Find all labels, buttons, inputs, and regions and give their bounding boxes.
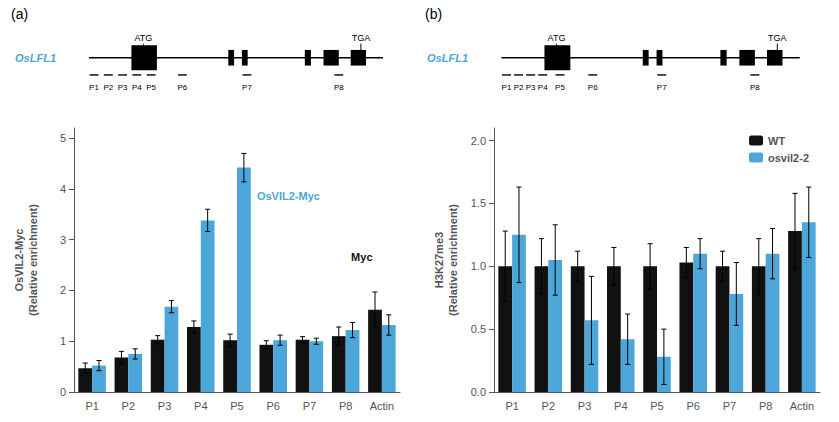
svg-text:P2: P2	[514, 83, 524, 92]
svg-text:P4: P4	[132, 83, 142, 92]
svg-text:1.5: 1.5	[471, 197, 486, 209]
svg-text:P5: P5	[230, 400, 243, 412]
svg-text:OsLFL1: OsLFL1	[427, 52, 468, 64]
svg-text:P7: P7	[723, 400, 736, 412]
svg-text:P1: P1	[502, 83, 512, 92]
svg-text:P8: P8	[339, 400, 352, 412]
svg-text:(Relative enrichment): (Relative enrichment)	[27, 204, 39, 316]
svg-text:P1: P1	[85, 400, 98, 412]
svg-text:P7: P7	[303, 400, 316, 412]
svg-text:osvil2-2: osvil2-2	[768, 152, 809, 164]
svg-text:P6: P6	[588, 83, 598, 92]
svg-text:TGA: TGA	[352, 33, 371, 43]
svg-text:OsVIL2-Myc: OsVIL2-Myc	[257, 190, 320, 202]
svg-text:P7: P7	[657, 83, 667, 92]
svg-text:P8: P8	[334, 83, 344, 92]
svg-text:P5: P5	[650, 400, 663, 412]
svg-text:(b): (b)	[425, 6, 442, 22]
svg-text:P2: P2	[542, 400, 555, 412]
svg-text:P6: P6	[178, 83, 188, 92]
svg-text:OsLFL1: OsLFL1	[15, 52, 56, 64]
svg-text:Actin: Actin	[370, 400, 394, 412]
svg-text:P2: P2	[122, 400, 135, 412]
svg-text:WT: WT	[768, 135, 785, 147]
svg-text:P3: P3	[158, 400, 171, 412]
svg-text:P4: P4	[614, 400, 627, 412]
svg-text:P5: P5	[146, 83, 156, 92]
svg-text:P3: P3	[578, 400, 591, 412]
svg-text:Myc: Myc	[351, 251, 372, 263]
svg-text:P8: P8	[750, 83, 760, 92]
svg-text:P4: P4	[538, 83, 548, 92]
svg-text:0: 0	[60, 386, 66, 398]
svg-text:0.0: 0.0	[471, 386, 486, 398]
svg-text:P5: P5	[555, 83, 565, 92]
svg-text:P6: P6	[266, 400, 279, 412]
svg-text:P8: P8	[759, 400, 772, 412]
svg-text:OsVIL2-Myc: OsVIL2-Myc	[13, 229, 25, 292]
svg-text:4: 4	[60, 183, 66, 195]
svg-text:(a): (a)	[11, 6, 28, 22]
svg-text:P1: P1	[505, 400, 518, 412]
svg-text:(Relative enrichment): (Relative enrichment)	[447, 204, 459, 316]
svg-text:1.0: 1.0	[471, 260, 486, 272]
svg-text:P3: P3	[526, 83, 536, 92]
svg-text:P1: P1	[89, 83, 99, 92]
svg-text:2.0: 2.0	[471, 135, 486, 147]
svg-text:0.5: 0.5	[471, 323, 486, 335]
svg-text:P6: P6	[686, 400, 699, 412]
svg-text:3: 3	[60, 234, 66, 246]
svg-text:5: 5	[60, 132, 66, 144]
svg-text:P3: P3	[118, 83, 128, 92]
svg-text:H3K27me3: H3K27me3	[433, 232, 445, 288]
svg-text:TGA: TGA	[768, 33, 787, 43]
svg-text:ATG: ATG	[134, 33, 152, 43]
svg-text:2: 2	[60, 284, 66, 296]
svg-text:1: 1	[60, 335, 66, 347]
svg-text:ATG: ATG	[548, 33, 566, 43]
svg-text:P4: P4	[194, 400, 207, 412]
svg-text:P2: P2	[103, 83, 113, 92]
svg-text:Actin: Actin	[790, 400, 814, 412]
svg-text:P7: P7	[242, 83, 252, 92]
